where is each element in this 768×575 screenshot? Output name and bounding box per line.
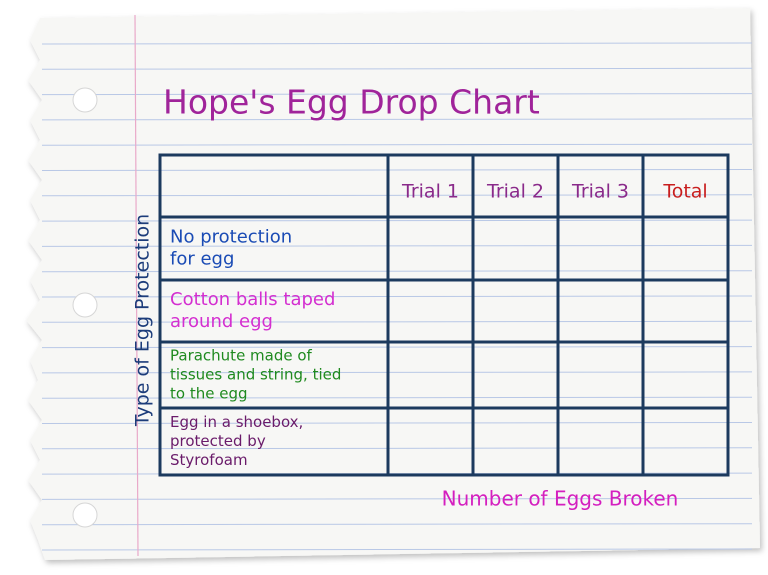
column-header: Total (662, 181, 707, 203)
table-border (158, 153, 730, 477)
title: Hope's Egg Drop Chart (163, 83, 540, 122)
column-header: Trial 3 (571, 181, 629, 203)
punch-hole (72, 87, 98, 113)
table-text: Trial 1 Trial 2 Trial 3 Total No protectionf… (170, 181, 708, 470)
punch-hole (72, 292, 98, 318)
row-label: No protection (170, 227, 292, 248)
margin-line (134, 14, 139, 557)
ruled-line (41, 143, 753, 146)
table-grid (158, 153, 730, 477)
paper (26, 8, 760, 560)
row-axis-label: Type of Egg Protection (132, 214, 154, 427)
punch-hole (72, 502, 98, 528)
row-label: protected by (170, 432, 266, 450)
ruled-line (41, 93, 753, 96)
ruled-line (41, 523, 753, 526)
row-label: Styrofoam (170, 451, 248, 469)
column-header: Trial 2 (486, 181, 544, 203)
ruled-line (41, 67, 753, 70)
row-label: Egg in a shoebox, (170, 413, 303, 431)
column-axis-label: Number of Eggs Broken (442, 487, 679, 511)
ruled-line (41, 42, 753, 45)
ruled-line (41, 548, 753, 551)
row-label: tissues and string, tied (170, 366, 341, 384)
ruled-line (41, 497, 753, 500)
row-label: Cotton balls taped (170, 289, 335, 310)
row-label: around egg (170, 311, 273, 332)
column-header: Trial 1 (401, 181, 459, 203)
row-label: Parachute made of (170, 347, 313, 365)
row-label: for egg (170, 249, 234, 270)
ruled-line (41, 118, 753, 121)
row-label: to the egg (170, 385, 247, 403)
